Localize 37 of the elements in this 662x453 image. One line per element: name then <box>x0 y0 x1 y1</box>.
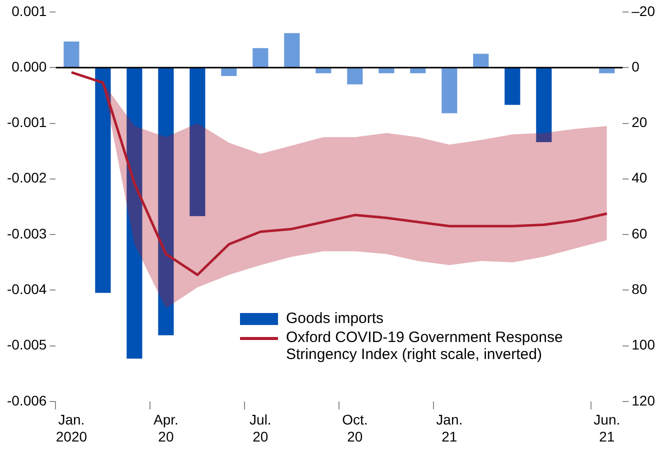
bar <box>190 68 206 216</box>
bar <box>442 68 458 114</box>
y-tick-label: -0.003 <box>6 225 47 242</box>
x-tick-label: Apr. 20 <box>153 412 178 444</box>
y-tick-label: -0.006 <box>6 392 47 408</box>
y2-tick-label: 120 <box>632 392 656 408</box>
y2-tick-label: 100 <box>632 336 656 353</box>
y2-tick-label: 60 <box>632 225 648 242</box>
y-tick-label: -0.001 <box>6 114 47 130</box>
x-tick-label: Jul. 20 <box>250 412 272 444</box>
bar <box>64 41 80 68</box>
x-tick-label: Jun. 21 <box>594 412 620 444</box>
y-tick-label: -0.004 <box>6 281 47 297</box>
bar <box>284 33 300 68</box>
y2-tick-label: 20 <box>632 114 648 130</box>
bar <box>126 68 142 359</box>
y-tick-label: -0.002 <box>6 170 47 186</box>
y2-tick-label: –20 <box>632 2 656 19</box>
bar <box>221 68 237 76</box>
bar <box>95 68 111 293</box>
y-tick-label: 0.001 <box>12 2 47 19</box>
x-tick-label: Jan. 21 <box>436 412 463 444</box>
y2-tick-label: 40 <box>632 170 648 186</box>
bar <box>536 68 552 142</box>
bar <box>252 48 268 68</box>
bar <box>347 68 363 84</box>
x-tick-label: Jan. 2020 <box>56 412 88 444</box>
legend-label: Oxford COVID-19 Government Response Stringency Index (right scale, inverted) <box>286 329 564 363</box>
bar <box>473 54 489 68</box>
bar <box>158 68 174 336</box>
legend-label: Goods imports <box>286 310 384 327</box>
y2-tick-label: 80 <box>632 281 648 297</box>
y-tick-label: -0.005 <box>6 336 47 353</box>
y-tick-label: 0.000 <box>12 58 47 74</box>
bar <box>504 68 520 105</box>
y2-tick-label: 0 <box>632 58 640 74</box>
x-tick-label: Oct. 20 <box>342 412 368 444</box>
